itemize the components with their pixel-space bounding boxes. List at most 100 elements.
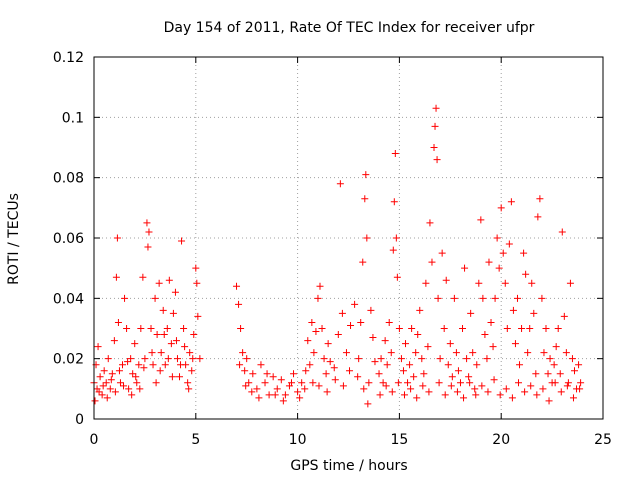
data-point-plus-marker (471, 385, 479, 393)
data-point-plus-marker (576, 385, 584, 393)
data-point-plus-marker (176, 373, 184, 381)
data-point-plus-marker (95, 388, 103, 396)
data-point-plus-marker (414, 331, 422, 339)
data-point-plus-marker (281, 391, 289, 399)
data-point-plus-marker (111, 388, 119, 396)
x-tick-label: 15 (390, 432, 408, 448)
data-point-plus-marker (102, 379, 110, 387)
data-point-plus-marker (413, 394, 421, 402)
data-point-plus-marker (165, 276, 173, 284)
data-point-plus-marker (521, 388, 529, 396)
data-point-plus-marker (390, 198, 398, 206)
data-point-plus-marker (320, 355, 328, 363)
data-point-plus-marker (520, 249, 528, 257)
y-tick-label: 0.06 (53, 231, 84, 247)
axis-ticks (93, 56, 604, 420)
data-point-plus-marker (261, 379, 269, 387)
data-point-plus-marker (532, 370, 540, 378)
data-point-plus-marker (121, 294, 129, 302)
data-point-plus-marker (545, 397, 553, 405)
data-point-plus-marker (137, 325, 145, 332)
data-point-plus-marker (169, 309, 177, 317)
data-point-plus-marker (481, 331, 489, 339)
data-point-plus-marker (322, 370, 330, 378)
data-point-plus-marker (507, 198, 515, 206)
data-point-plus-marker (173, 355, 181, 363)
data-point-plus-marker (516, 361, 524, 369)
data-point-plus-marker (364, 400, 372, 408)
data-point-plus-marker (255, 394, 263, 402)
data-point-plus-marker (290, 370, 298, 378)
data-point-plus-marker (453, 388, 461, 396)
data-point-plus-marker (431, 122, 439, 130)
y-tick-labels: 0 0.02 0.04 0.06 0.08 0.1 0.12 (53, 50, 84, 428)
data-point-plus-marker (301, 385, 309, 393)
y-axis-label: ROTI / TECUs (6, 193, 22, 285)
data-point-plus-marker (308, 318, 316, 326)
data-point-plus-marker (381, 337, 389, 345)
data-point-plus-marker (347, 321, 355, 329)
data-point-plus-marker (143, 219, 151, 227)
data-point-plus-marker (172, 337, 180, 345)
data-point-plus-marker (397, 355, 405, 363)
data-point-plus-marker (544, 370, 552, 378)
data-point-plus-marker (235, 300, 243, 308)
data-point-plus-marker (433, 156, 441, 164)
data-point-plus-marker (107, 376, 115, 384)
x-tick-label: 25 (594, 432, 612, 448)
data-point-plus-marker (306, 361, 314, 369)
data-point-plus-marker (363, 234, 371, 242)
data-point-plus-marker (540, 349, 548, 357)
data-point-plus-marker (155, 279, 163, 287)
data-point-plus-marker (245, 379, 253, 387)
data-point-plus-marker (354, 373, 362, 381)
data-point-plus-marker (508, 394, 516, 402)
data-point-plus-marker (339, 382, 347, 390)
x-tick-label: 20 (492, 432, 510, 448)
data-point-plus-marker (279, 397, 287, 405)
data-point-plus-marker (367, 306, 375, 314)
data-point-plus-marker (376, 391, 384, 399)
data-point-plus-marker (237, 325, 245, 332)
data-point-plus-marker (141, 355, 149, 363)
data-point-plus-marker (379, 379, 387, 387)
data-point-plus-marker (425, 388, 433, 396)
data-point-plus-marker (233, 282, 241, 290)
data-point-plus-marker (387, 349, 395, 357)
data-point-plus-marker (330, 364, 338, 372)
data-point-plus-marker (338, 309, 346, 317)
data-point-plus-marker (365, 379, 373, 387)
data-point-plus-marker (157, 349, 165, 357)
chart-title: Day 154 of 2011, Rate Of TEC Index for r… (164, 20, 535, 36)
data-point-plus-marker (505, 240, 513, 248)
data-point-plus-marker (152, 379, 160, 387)
data-point-plus-marker (463, 355, 471, 363)
data-point-plus-marker (501, 279, 509, 287)
data-point-plus-marker (168, 373, 176, 381)
data-point-plus-marker (440, 325, 448, 332)
data-point-plus-marker (186, 349, 194, 357)
data-point-plus-marker (448, 373, 456, 381)
data-point-plus-marker (171, 288, 179, 296)
data-point-plus-marker (493, 234, 501, 242)
y-tick-label: 0.04 (53, 291, 84, 307)
data-point-plus-marker (538, 294, 546, 302)
data-point-plus-marker (385, 318, 393, 326)
x-tick-label: 10 (289, 432, 307, 448)
data-point-plus-marker (178, 237, 186, 245)
data-point-plus-marker (147, 325, 155, 332)
data-point-plus-marker (515, 379, 523, 387)
data-point-plus-marker (194, 312, 202, 320)
data-point-plus-marker (428, 258, 436, 266)
data-point-plus-marker (318, 325, 326, 332)
data-point-plus-marker (248, 388, 256, 396)
data-point-plus-marker (542, 325, 550, 332)
data-point-plus-marker (459, 325, 467, 332)
y-tick-label: 0.02 (53, 352, 84, 368)
data-point-plus-marker (128, 391, 136, 399)
data-point-plus-marker (467, 309, 475, 317)
data-point-plus-marker (151, 294, 159, 302)
data-point-plus-marker (133, 379, 141, 387)
data-point-plus-marker (566, 279, 574, 287)
data-point-plus-marker (145, 228, 153, 236)
